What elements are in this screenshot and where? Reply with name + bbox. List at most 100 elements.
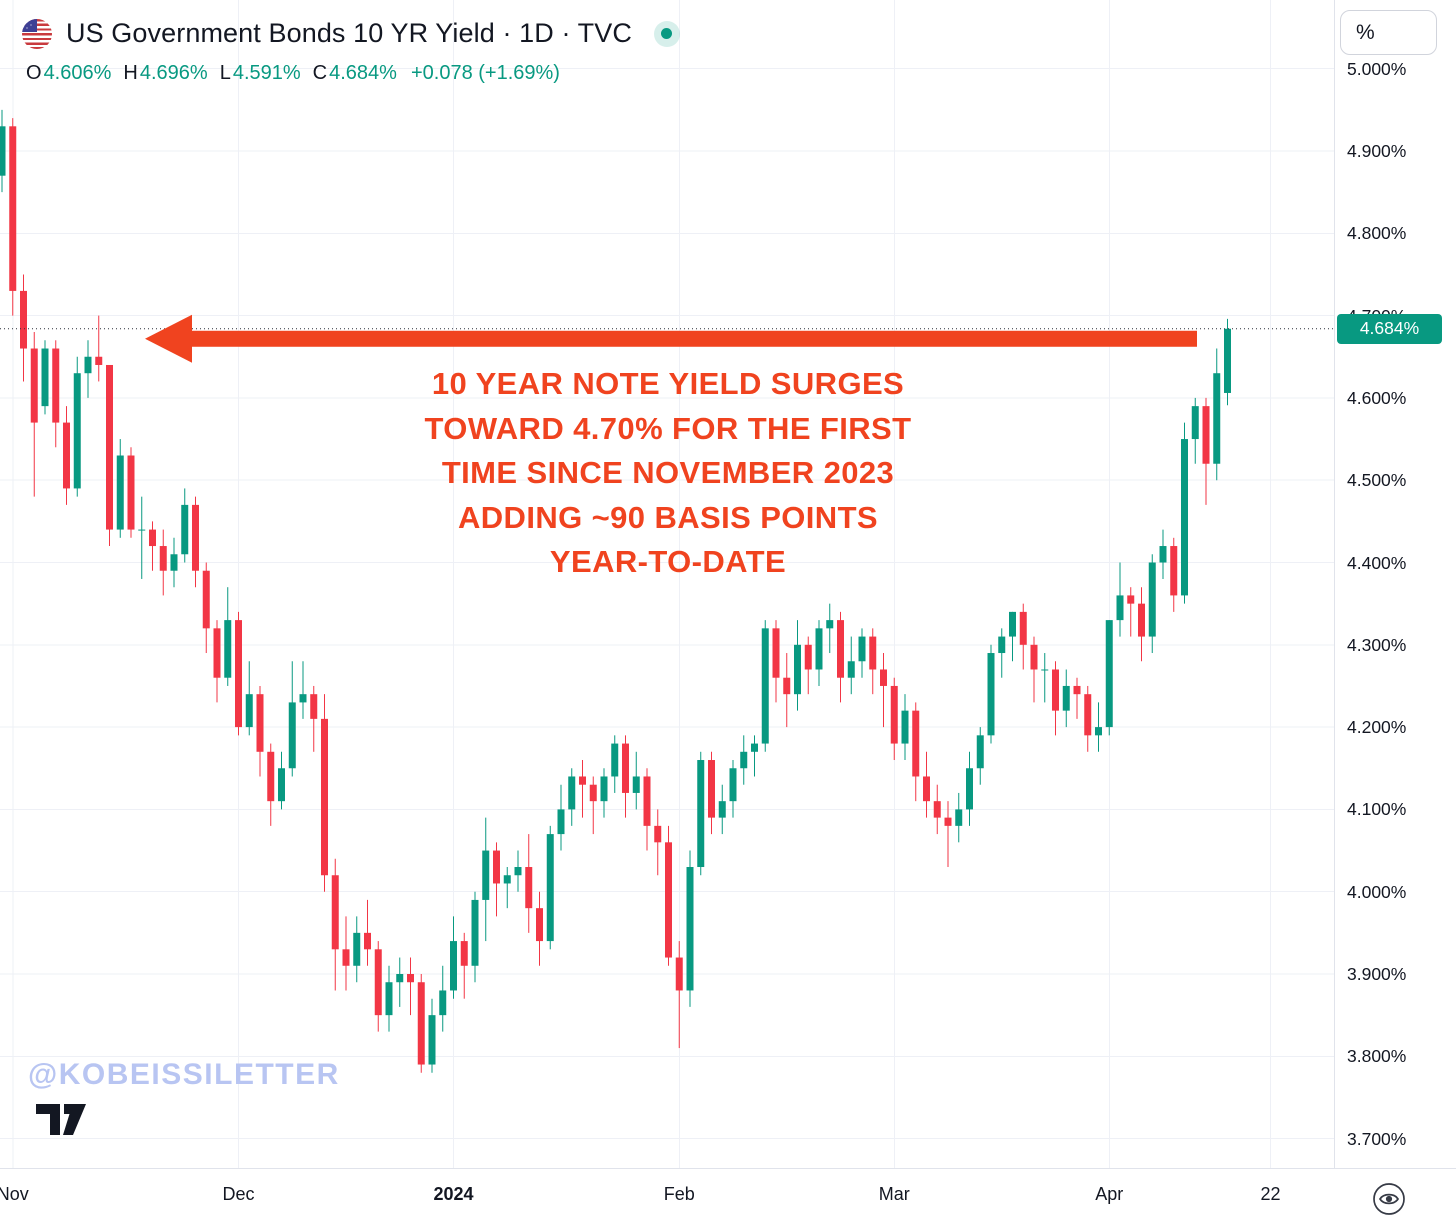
candle <box>600 768 608 818</box>
candle <box>880 653 887 728</box>
candle <box>826 603 834 654</box>
candle <box>149 521 156 571</box>
candle <box>30 332 38 497</box>
candle <box>998 628 1006 678</box>
annotation-line: TIME SINCE NOVEMBER 2023 <box>441 455 895 490</box>
candle <box>95 315 103 382</box>
candle <box>138 496 146 579</box>
candle <box>536 891 543 966</box>
candle <box>708 751 715 835</box>
x-axis-label[interactable]: Mar <box>878 1184 910 1204</box>
candle <box>73 356 81 497</box>
candle <box>751 735 758 777</box>
candle <box>697 751 705 876</box>
x-axis-label[interactable]: Dec <box>222 1184 255 1204</box>
chart-plot-area[interactable]: US Government Bonds 10 YR Yield · 1D · T… <box>0 0 1334 1168</box>
candle <box>1213 348 1221 481</box>
candle <box>847 636 855 695</box>
candle <box>589 776 597 835</box>
candle <box>310 685 318 752</box>
candle <box>41 340 49 415</box>
candle <box>288 661 296 777</box>
y-axis-label[interactable]: 4.300% <box>1347 634 1407 655</box>
percent-scale-button[interactable]: % <box>1340 10 1437 55</box>
candle <box>654 809 662 876</box>
candle <box>514 850 522 892</box>
candle <box>1041 653 1049 703</box>
candle <box>783 653 791 728</box>
candle <box>396 957 404 1007</box>
candle <box>987 644 995 744</box>
candle <box>804 636 812 695</box>
candle <box>1009 611 1016 662</box>
candle <box>321 694 328 892</box>
candle <box>278 751 285 810</box>
arrow-annotation <box>145 314 1197 363</box>
candle <box>1138 587 1145 662</box>
candle <box>385 965 393 1032</box>
candlestick-chart[interactable] <box>0 0 1334 1168</box>
candles <box>0 109 1231 1073</box>
candle <box>267 743 275 826</box>
candle <box>912 702 920 802</box>
candle <box>9 118 17 316</box>
candle <box>20 274 27 382</box>
low-label: L <box>219 62 231 84</box>
y-axis-label[interactable]: 3.900% <box>1347 964 1407 984</box>
market-status-ring <box>653 20 680 47</box>
candle <box>127 447 135 538</box>
candle <box>632 751 640 810</box>
candle <box>1019 603 1027 670</box>
annotation-line: ADDING ~90 BASIS POINTS <box>457 499 879 535</box>
candle <box>1095 702 1102 752</box>
candle <box>1181 422 1188 604</box>
y-axis-label[interactable]: 4.200% <box>1347 717 1407 738</box>
x-axis-label[interactable]: 22 <box>1260 1184 1281 1204</box>
y-axis-label[interactable]: 3.800% <box>1347 1046 1407 1067</box>
y-axis-label[interactable]: 4.000% <box>1347 881 1407 902</box>
price-axis[interactable]: % 5.000%4.900%4.800%4.700%4.600%4.500%4.… <box>1334 0 1456 1168</box>
candle <box>643 768 651 851</box>
annotation-line: 10 YEAR NOTE YIELD SURGES <box>431 366 905 401</box>
open-label: O <box>26 62 42 84</box>
time-axis[interactable]: Nov Dec 2024 Feb Mar Apr 22 <box>0 1168 1456 1226</box>
candle <box>718 784 726 835</box>
y-axis-label[interactable]: 5.000% <box>1347 58 1407 79</box>
annotation-line: TOWARD 4.70% FOR THE FIRST <box>424 410 912 446</box>
ohlc-row: O 4.606% H 4.696% L 4.591% C 4.684% +0.078 (… <box>26 62 560 85</box>
y-axis-label[interactable]: 3.700% <box>1347 1128 1407 1149</box>
candle <box>890 677 898 761</box>
y-axis-label[interactable]: 4.800% <box>1347 223 1407 244</box>
tradingview-logo[interactable] <box>36 1104 88 1138</box>
candle <box>106 364 113 547</box>
y-axis-label[interactable]: 4.500% <box>1347 470 1407 491</box>
y-axis-label[interactable]: 4.400% <box>1347 552 1407 573</box>
y-axis-label[interactable]: 4.900% <box>1347 141 1407 161</box>
candle <box>686 850 694 1007</box>
candle <box>1127 587 1135 637</box>
candle <box>364 899 371 966</box>
symbol-title[interactable]: US Government Bonds 10 YR Yield · 1D · T… <box>66 18 632 48</box>
candle <box>955 792 963 843</box>
candle <box>869 628 877 695</box>
x-axis-label[interactable]: Feb <box>663 1184 695 1204</box>
candle <box>482 817 490 942</box>
candle <box>1170 537 1178 612</box>
y-axis-label[interactable]: 4.100% <box>1347 799 1407 820</box>
candle <box>568 768 576 826</box>
x-axis-label[interactable]: Nov <box>0 1184 29 1204</box>
candle <box>1202 397 1210 505</box>
candle <box>192 496 199 588</box>
candle <box>622 735 629 818</box>
last-price-tag[interactable]: 4.684% <box>1337 313 1442 344</box>
eye-icon[interactable] <box>1370 1180 1408 1218</box>
x-axis-label[interactable]: 2024 <box>433 1184 474 1204</box>
annotation-line: YEAR-TO-DATE <box>549 544 787 579</box>
candle <box>729 760 737 818</box>
market-status-dot[interactable] <box>661 28 673 39</box>
candle <box>342 916 350 991</box>
x-axis-label[interactable]: Apr <box>1095 1184 1124 1204</box>
annotation-text: 10 YEAR NOTE YIELD SURGES TOWARD 4.70% F… <box>297 362 1039 585</box>
candle <box>202 562 210 654</box>
y-axis-label[interactable]: 4.600% <box>1347 387 1407 408</box>
